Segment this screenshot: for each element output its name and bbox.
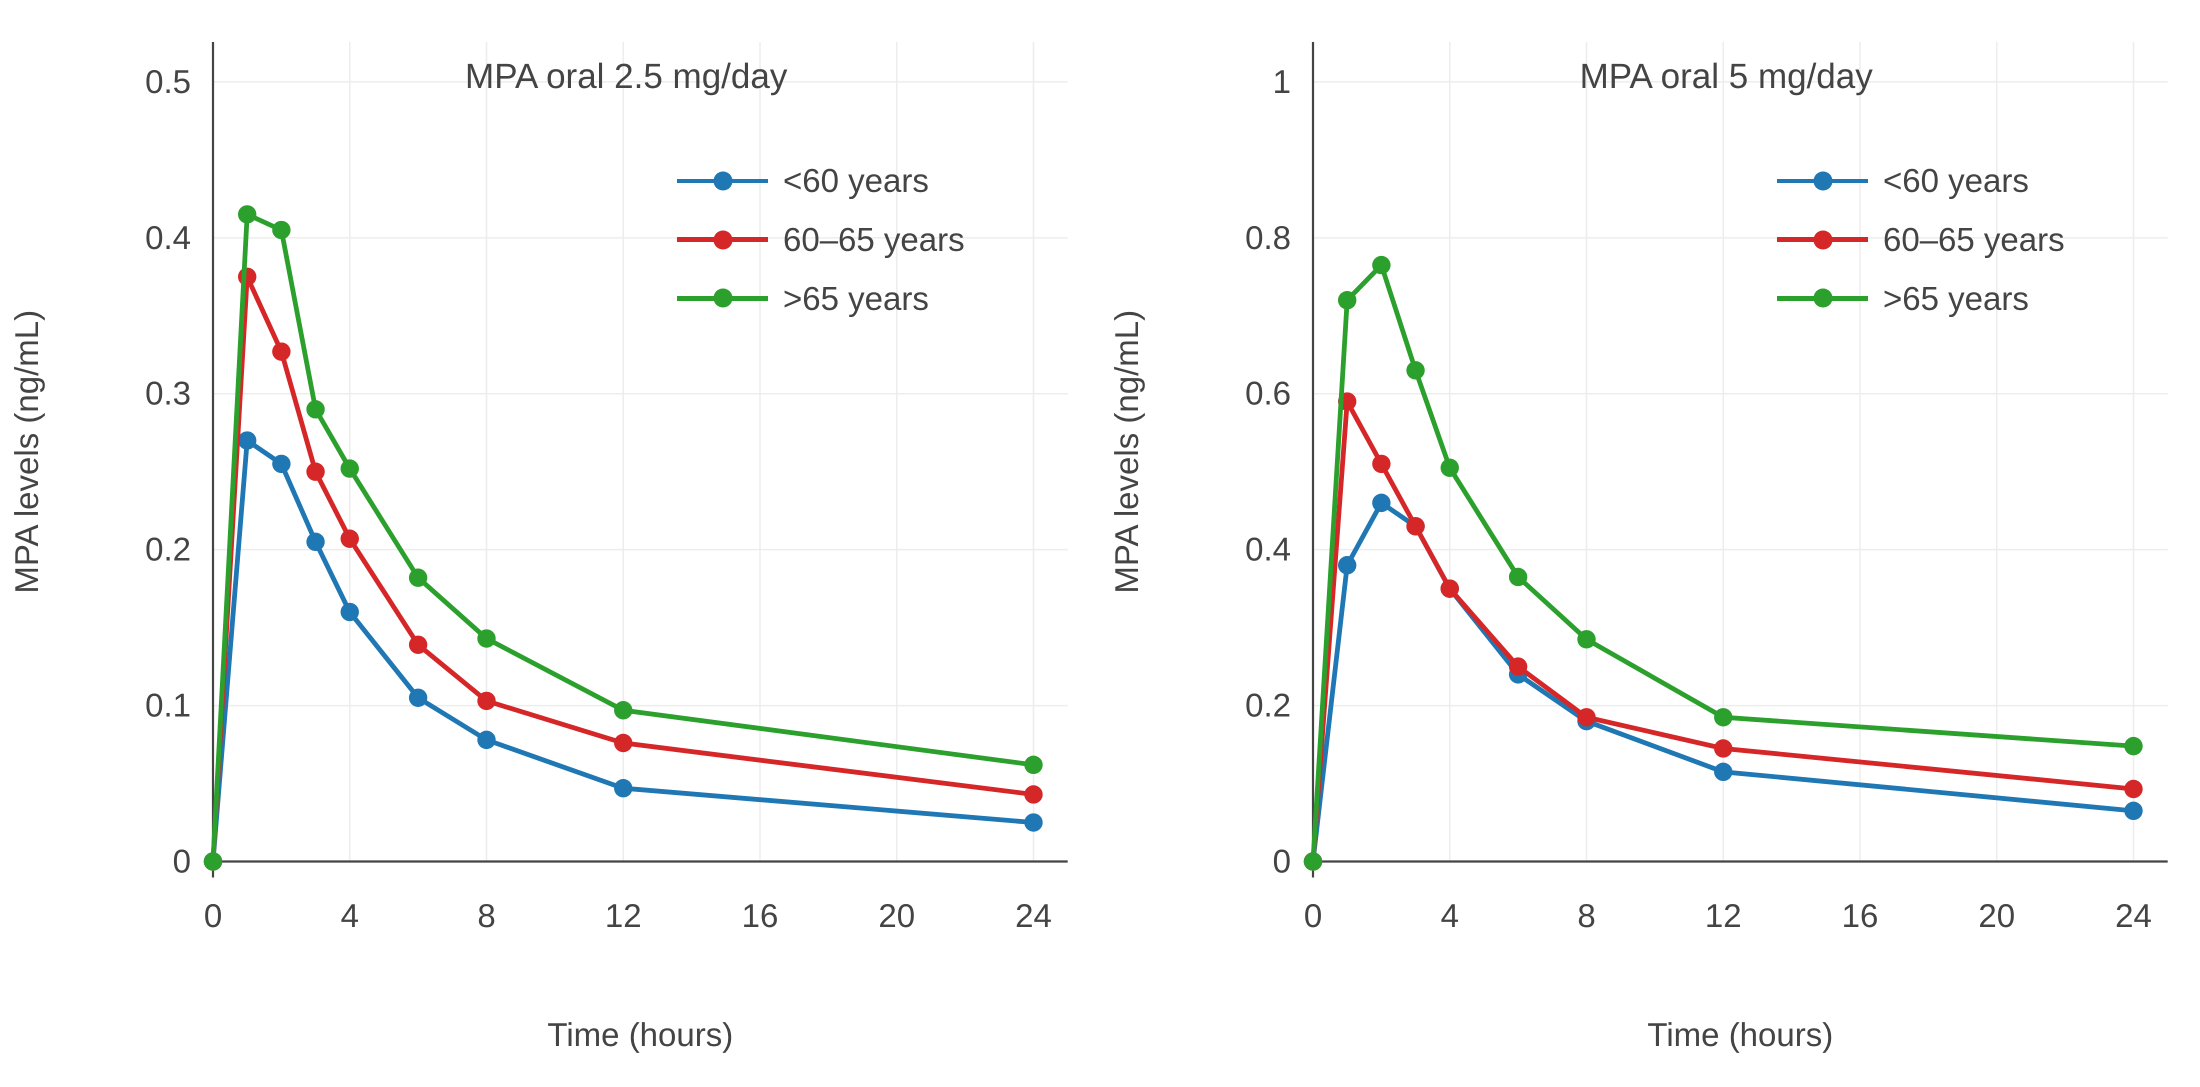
svg-text:0.6: 0.6 <box>1245 375 1291 412</box>
svg-text:MPA oral 5 mg/day: MPA oral 5 mg/day <box>1580 57 1874 96</box>
svg-text:8: 8 <box>477 897 495 934</box>
svg-text:Time (hours): Time (hours) <box>547 1016 733 1053</box>
svg-text:24: 24 <box>1015 897 1052 934</box>
svg-text:8: 8 <box>1577 897 1595 934</box>
svg-text:0.5: 0.5 <box>145 63 191 100</box>
svg-text:MPA oral 2.5 mg/day: MPA oral 2.5 mg/day <box>465 57 788 96</box>
svg-text:20: 20 <box>1978 897 2015 934</box>
svg-text:MPA levels (ng/mL): MPA levels (ng/mL) <box>1108 310 1145 594</box>
svg-text:Time (hours): Time (hours) <box>1647 1016 1833 1053</box>
svg-text:0: 0 <box>1304 897 1322 934</box>
svg-text:4: 4 <box>341 897 359 934</box>
svg-text:0.4: 0.4 <box>1245 531 1291 568</box>
svg-text:0.2: 0.2 <box>1245 687 1291 724</box>
svg-text:24: 24 <box>2115 897 2152 934</box>
svg-text:20: 20 <box>878 897 915 934</box>
svg-text:0.4: 0.4 <box>145 219 191 256</box>
svg-text:0: 0 <box>173 843 191 880</box>
svg-text:16: 16 <box>1842 897 1879 934</box>
svg-text:1: 1 <box>1273 63 1291 100</box>
svg-text:4: 4 <box>1441 897 1459 934</box>
svg-text:12: 12 <box>1705 897 1742 934</box>
svg-text:0.8: 0.8 <box>1245 219 1291 256</box>
svg-text:0: 0 <box>204 897 222 934</box>
svg-text:0: 0 <box>1273 843 1291 880</box>
svg-text:0.2: 0.2 <box>145 531 191 568</box>
svg-text:12: 12 <box>605 897 642 934</box>
svg-text:0.1: 0.1 <box>145 687 191 724</box>
svg-text:MPA levels (ng/mL): MPA levels (ng/mL) <box>8 310 45 594</box>
svg-text:0.3: 0.3 <box>145 375 191 412</box>
svg-text:16: 16 <box>742 897 779 934</box>
